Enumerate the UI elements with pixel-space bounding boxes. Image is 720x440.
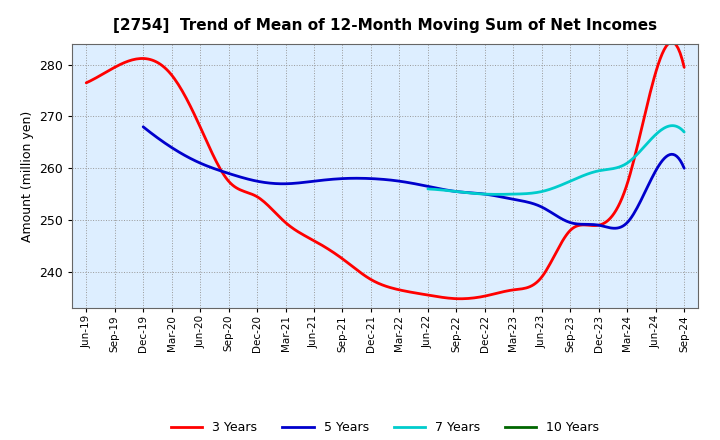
Legend: 3 Years, 5 Years, 7 Years, 10 Years: 3 Years, 5 Years, 7 Years, 10 Years [166, 416, 604, 439]
Y-axis label: Amount (million yen): Amount (million yen) [21, 110, 34, 242]
Title: [2754]  Trend of Mean of 12-Month Moving Sum of Net Incomes: [2754] Trend of Mean of 12-Month Moving … [113, 18, 657, 33]
